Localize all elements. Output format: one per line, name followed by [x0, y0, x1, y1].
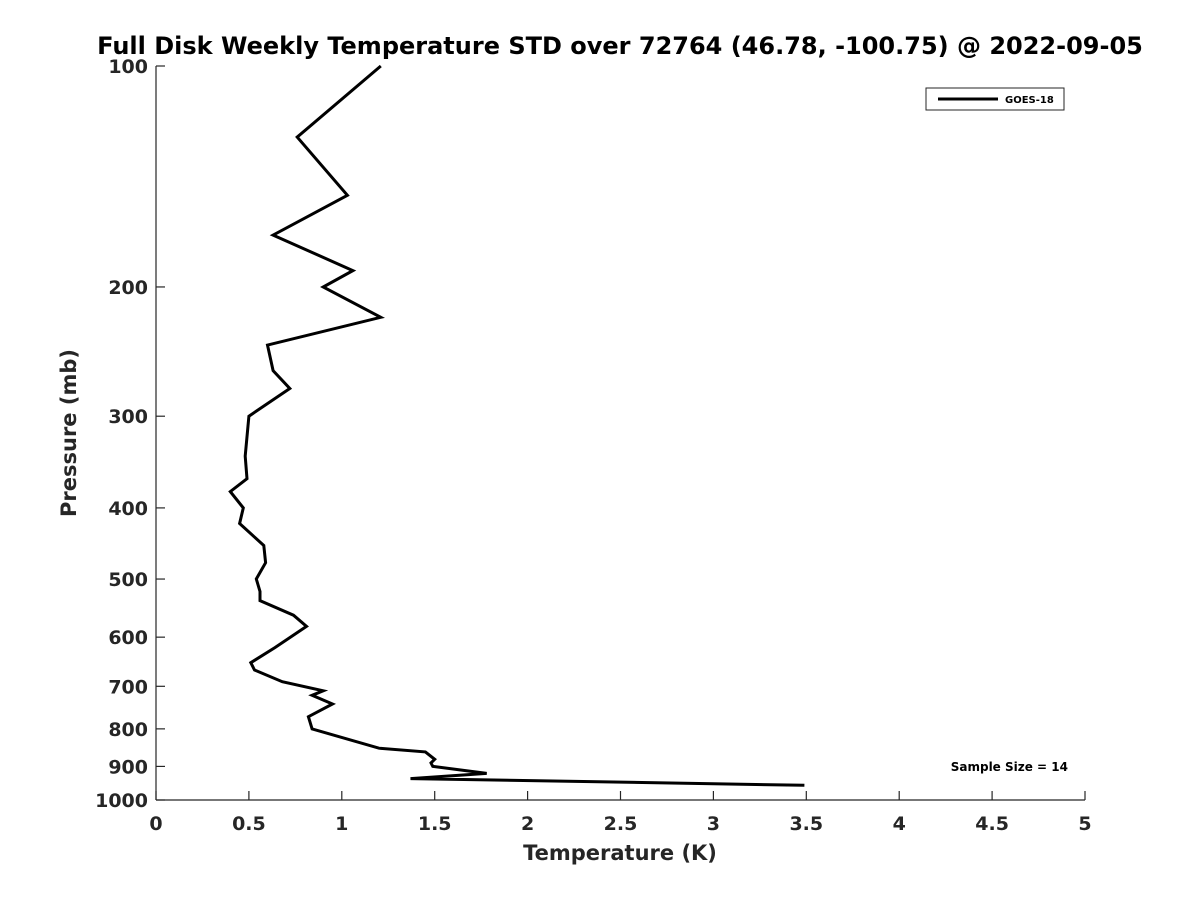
series-line-goes-18 — [228, 64, 805, 787]
x-tick-label: 3.5 — [789, 813, 823, 835]
legend: GOES-18 — [925, 87, 1065, 111]
y-tick-label: 1000 — [95, 790, 148, 812]
y-axis-ticks: 100 200 300 400 500 600 700 800 900 1000 — [95, 56, 165, 812]
x-tick-label: 2.5 — [604, 813, 638, 835]
y-tick-label: 800 — [108, 719, 148, 741]
x-tick-label: 3 — [707, 813, 720, 835]
y-tick-label: 700 — [108, 676, 148, 698]
x-tick-label: 5 — [1078, 813, 1091, 835]
x-axis-label: Temperature (K) — [523, 841, 717, 865]
x-tick-label: 0 — [149, 813, 162, 835]
x-tick-label: 1.5 — [418, 813, 452, 835]
legend-entry-goes-18: GOES-18 — [1005, 95, 1054, 106]
y-tick-label: 200 — [108, 277, 148, 299]
x-tick-label: 2 — [521, 813, 534, 835]
x-tick-label: 0.5 — [232, 813, 266, 835]
y-tick-label: 600 — [108, 627, 148, 649]
x-tick-label: 4 — [893, 813, 906, 835]
y-tick-label: 400 — [108, 498, 148, 520]
x-tick-label: 1 — [335, 813, 348, 835]
sample-size-annotation: Sample Size = 14 — [951, 760, 1068, 774]
y-tick-label: 100 — [108, 56, 148, 78]
y-tick-label: 900 — [108, 756, 148, 778]
x-axis-ticks: 0 0.5 1 1.5 2 2.5 3 3.5 4 4.5 5 — [149, 791, 1092, 835]
x-tick-label: 4.5 — [975, 813, 1009, 835]
y-axis-label: Pressure (mb) — [57, 349, 81, 517]
y-tick-label: 300 — [108, 406, 148, 428]
y-tick-label: 500 — [108, 569, 148, 591]
chart-title: Full Disk Weekly Temperature STD over 72… — [97, 32, 1143, 60]
plot-area — [155, 64, 1085, 801]
